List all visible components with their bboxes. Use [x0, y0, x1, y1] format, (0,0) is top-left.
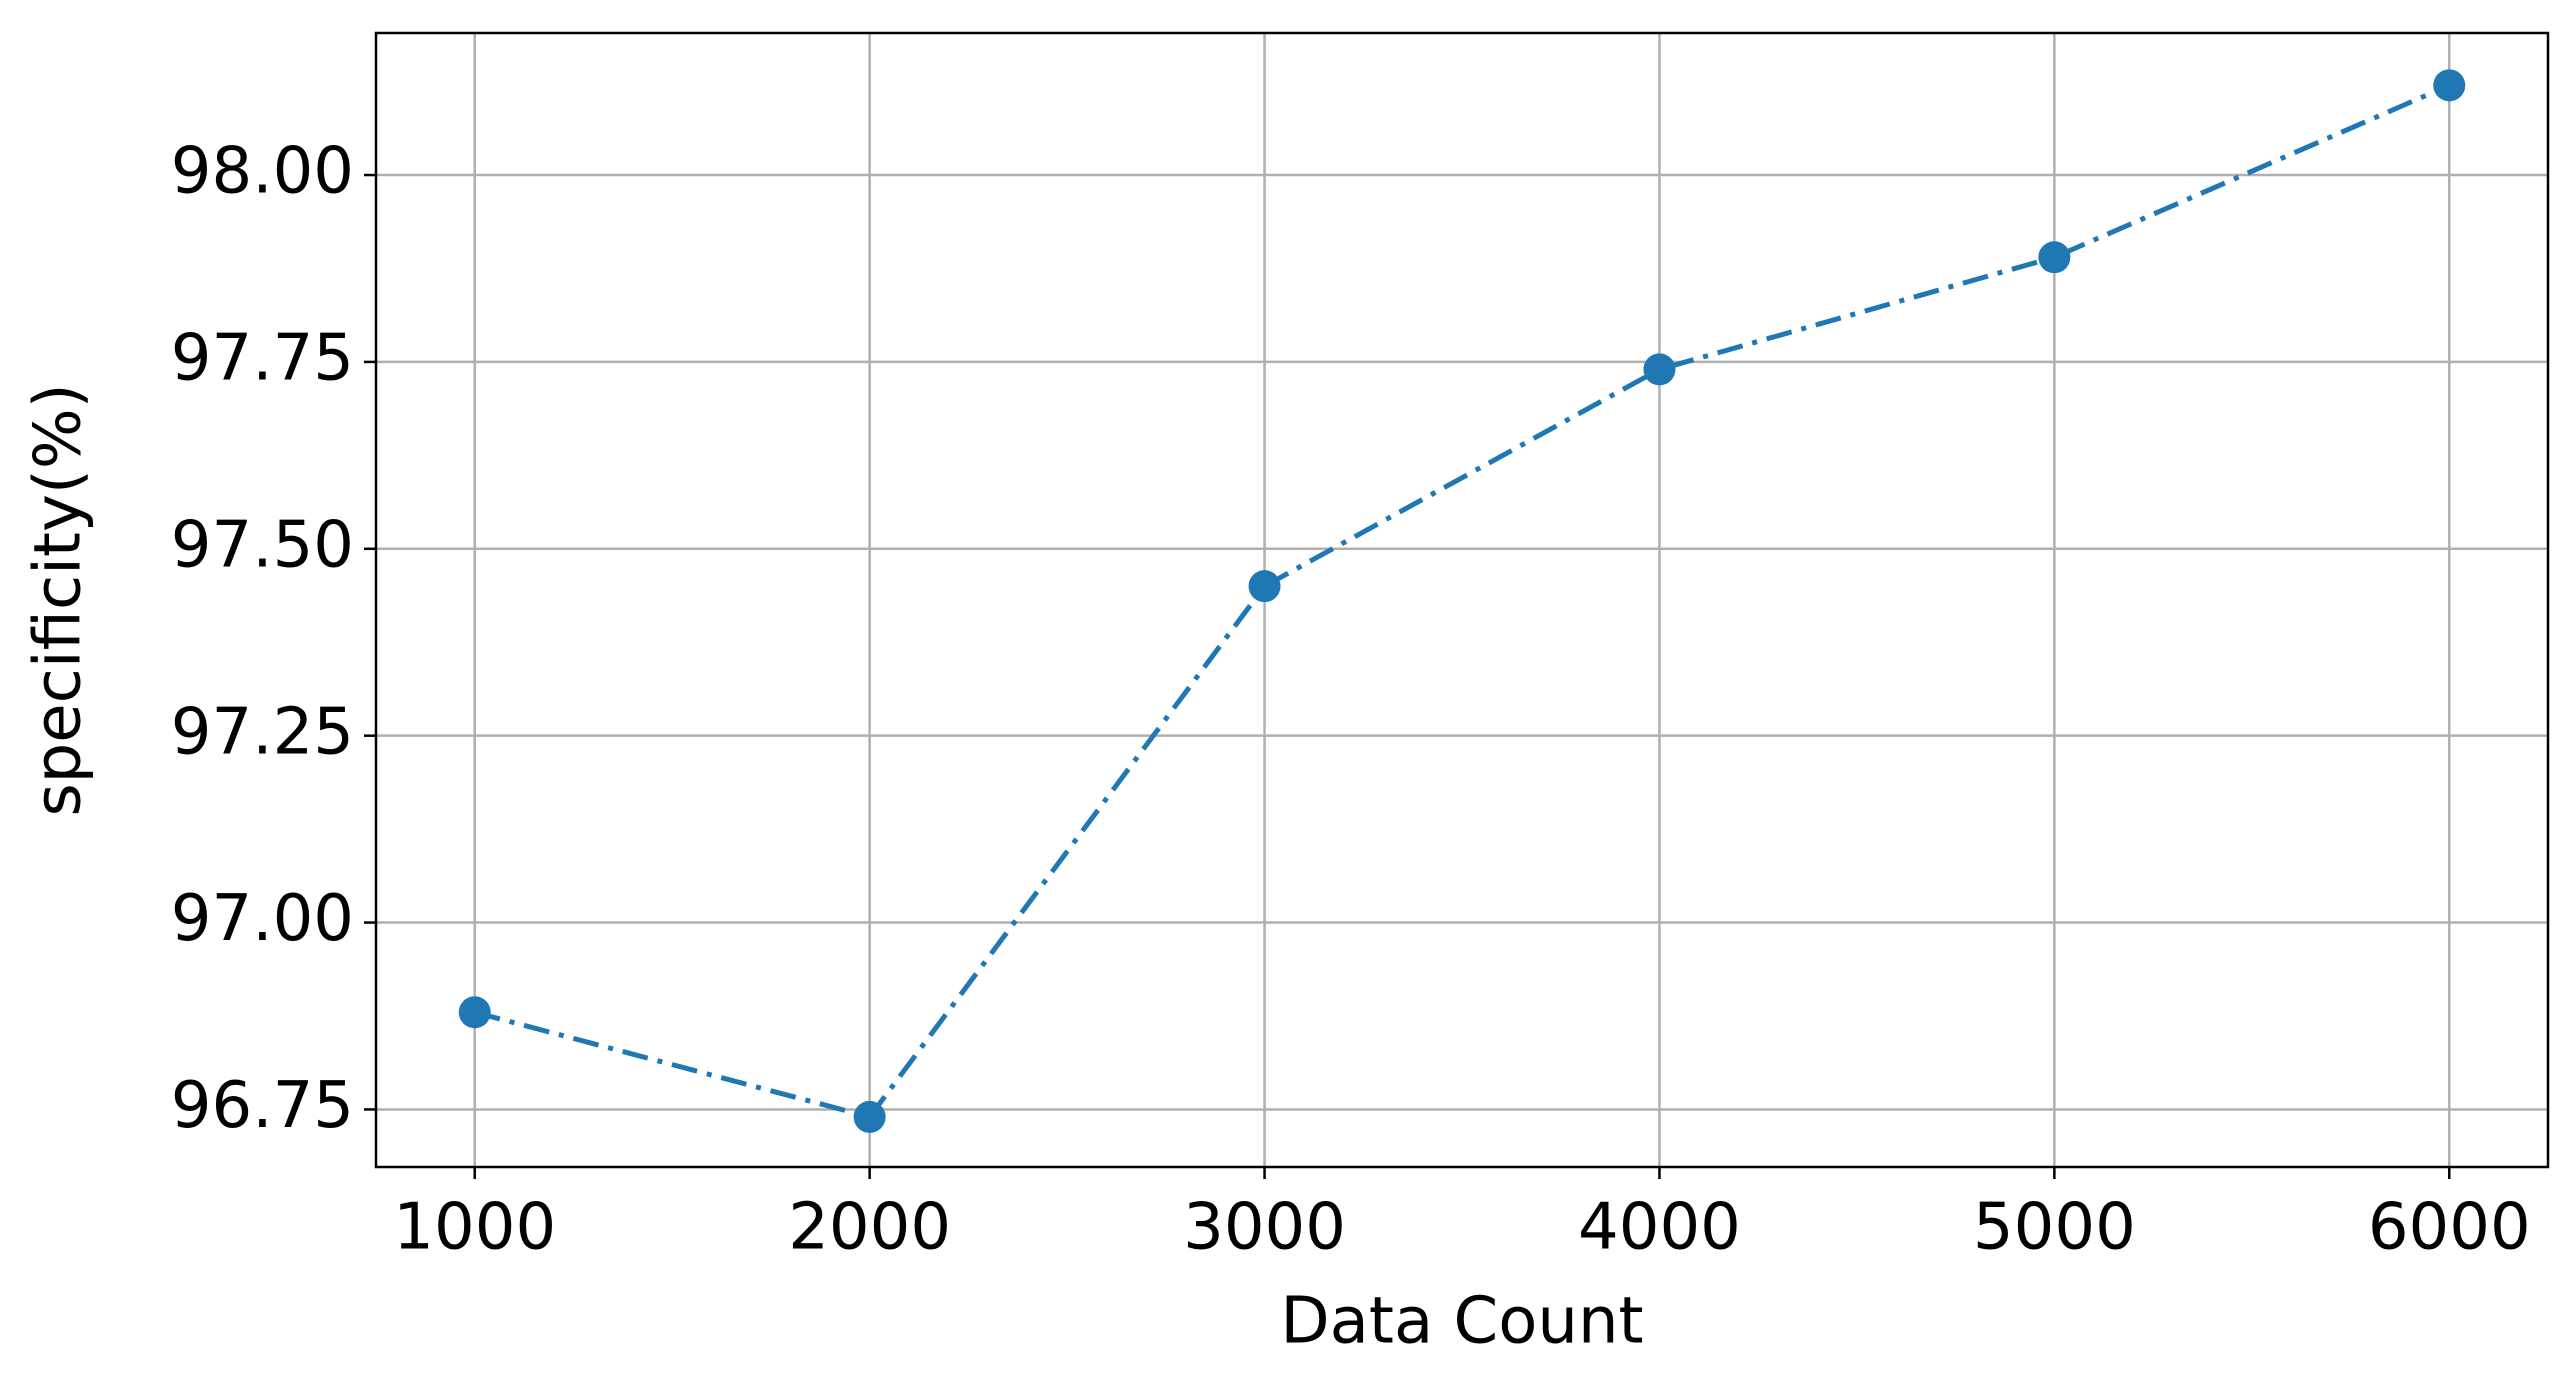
y-tick-label: 98.00 — [171, 135, 354, 209]
y-tick-label: 97.25 — [171, 695, 354, 769]
data-point — [853, 1100, 886, 1133]
x-tick-label: 6000 — [2368, 1191, 2531, 1265]
x-tick-label: 4000 — [1578, 1191, 1741, 1265]
data-line — [474, 83, 2451, 1120]
x-tick-label: 2000 — [788, 1191, 951, 1265]
x-tick-label: 1000 — [393, 1191, 556, 1265]
data-point — [2433, 69, 2466, 102]
x-axis-label: Data Count — [1280, 1285, 1643, 1359]
x-tick-label: 3000 — [1183, 1191, 1346, 1265]
data-point — [1643, 353, 1676, 386]
x-tick-label: 5000 — [1973, 1191, 2136, 1265]
plot-frame — [374, 31, 2550, 1169]
y-tick-label: 96.75 — [171, 1069, 354, 1143]
data-point — [1248, 570, 1281, 603]
y-tick-label: 97.50 — [171, 508, 354, 582]
y-tick-label: 97.00 — [171, 882, 354, 956]
y-axis-label: specificity(%) — [22, 383, 96, 816]
data-point — [458, 996, 491, 1029]
data-point — [2038, 241, 2071, 274]
y-tick-label: 97.75 — [171, 321, 354, 395]
